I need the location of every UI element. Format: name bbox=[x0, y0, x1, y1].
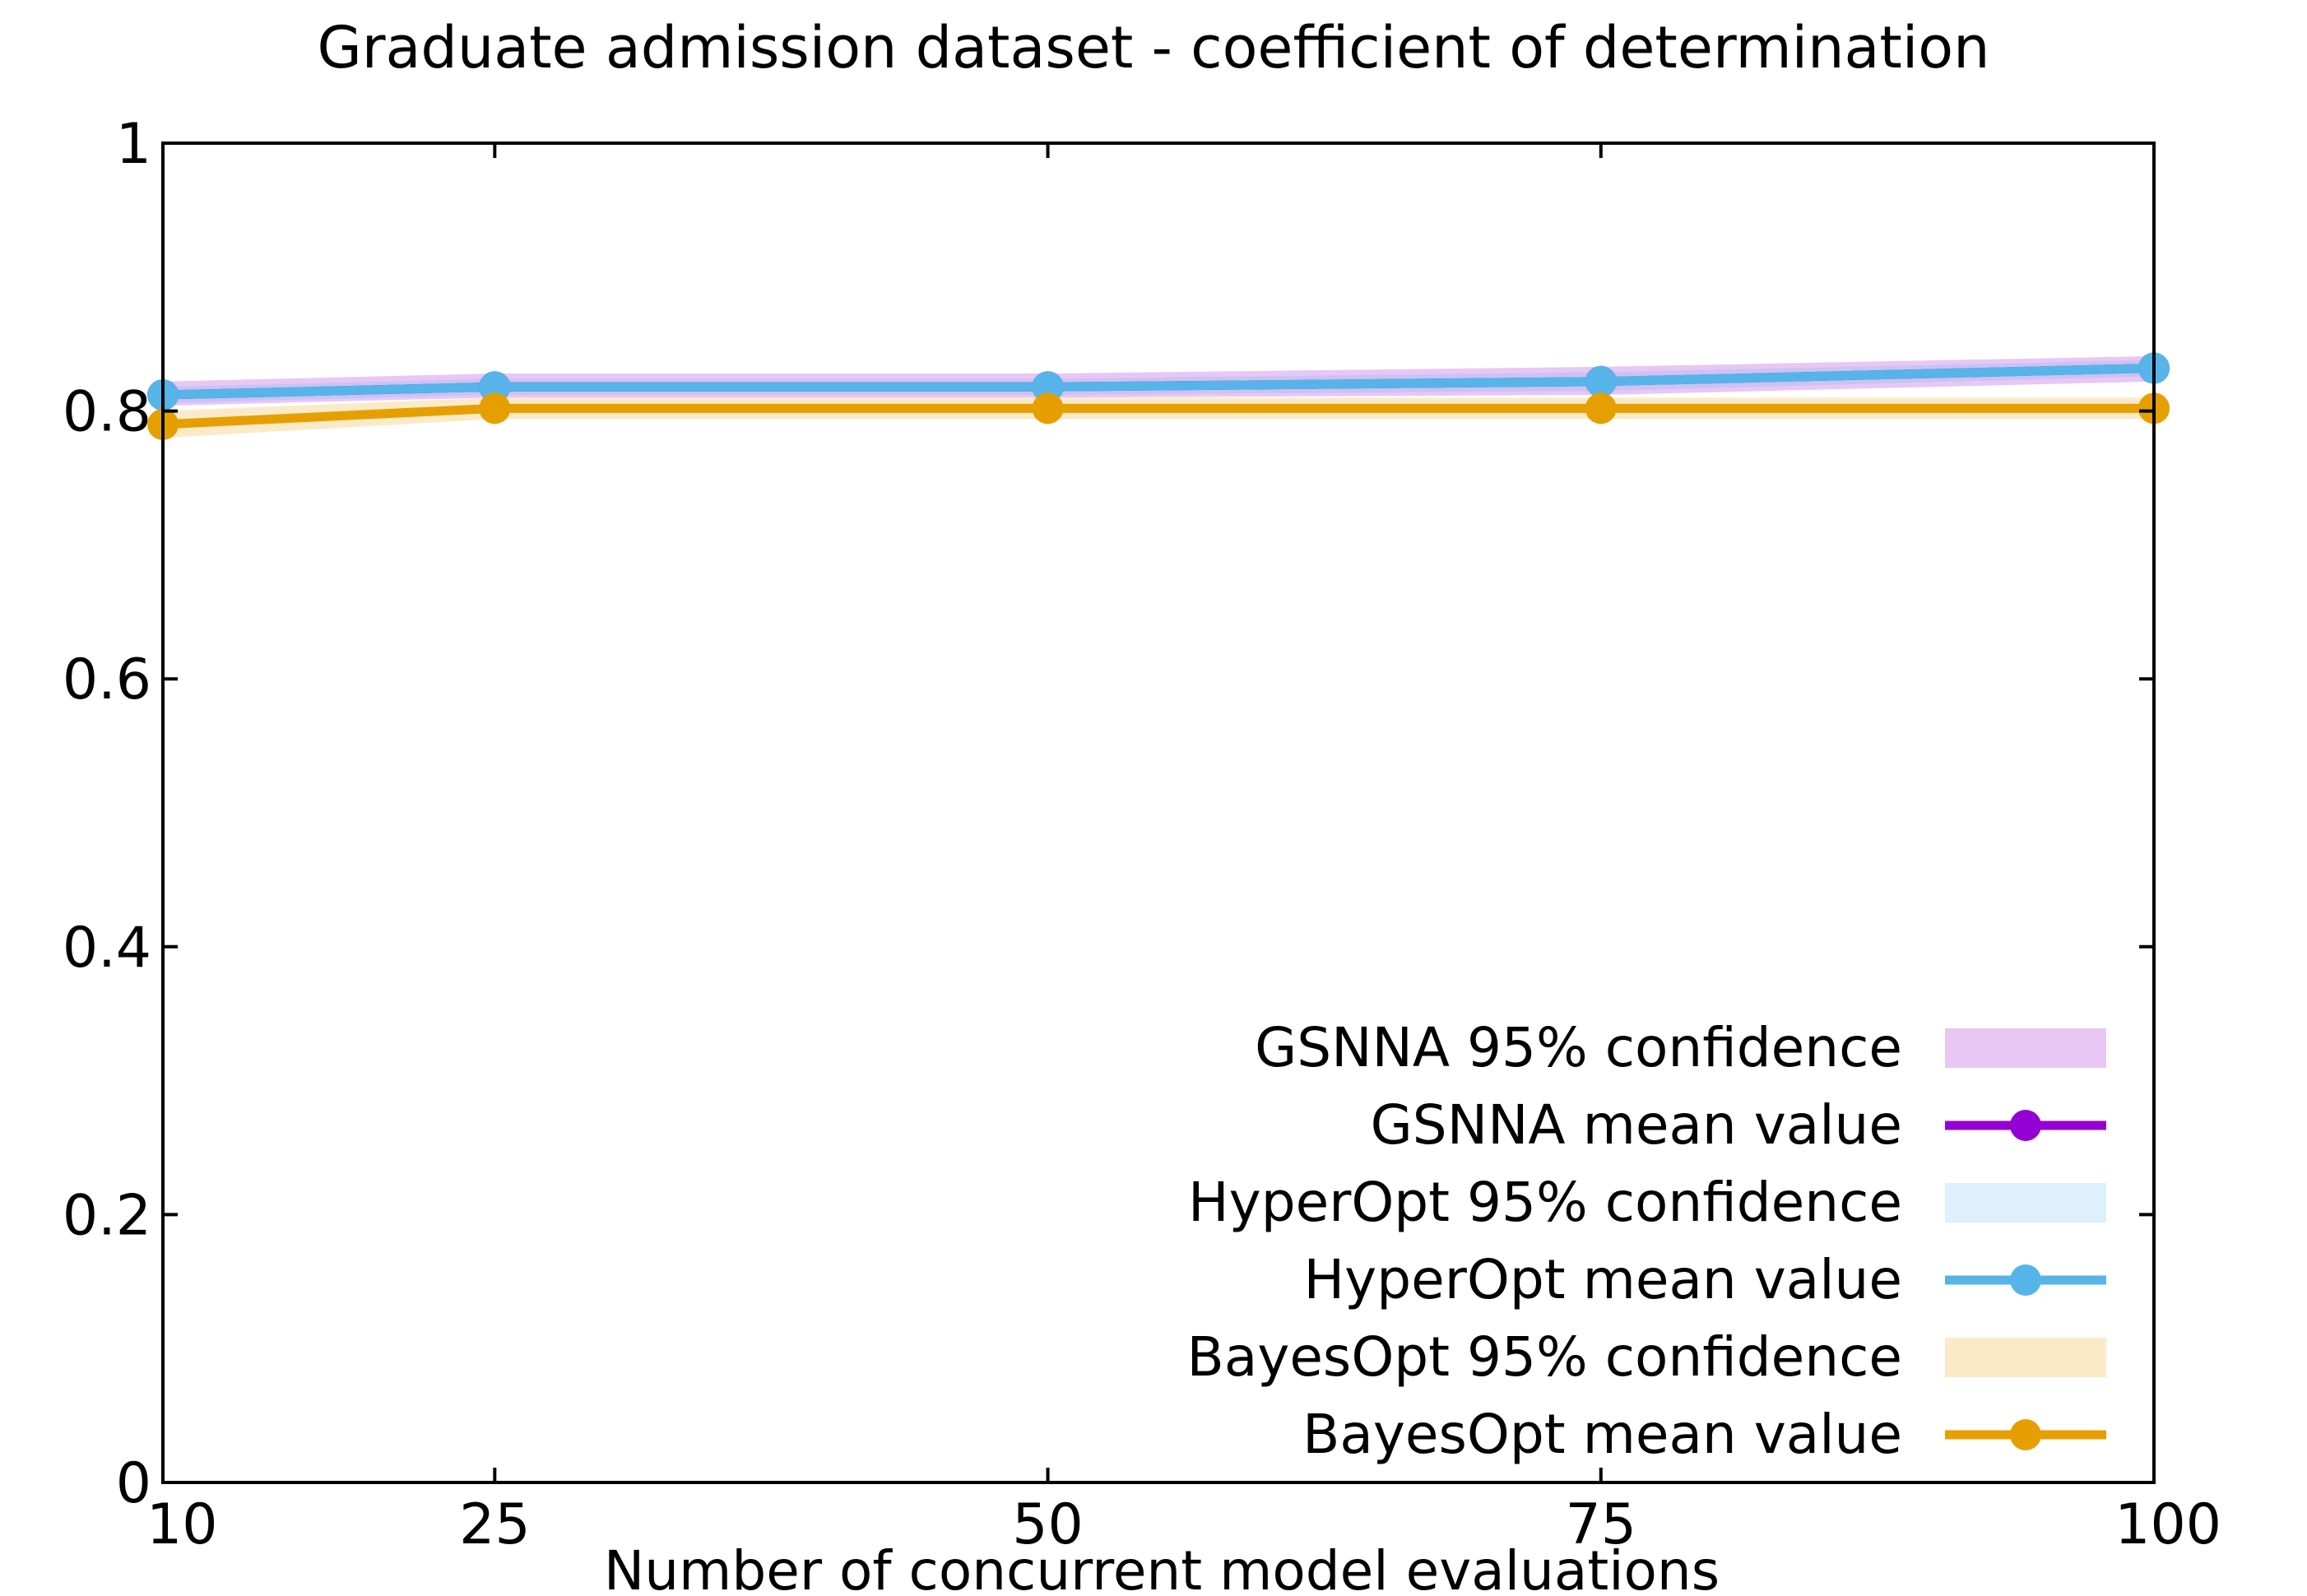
legend-label-gsnna-ci: GSNNA 95% confidence bbox=[1255, 1016, 1902, 1079]
chart-title: Graduate admission dataset - coefficient… bbox=[318, 14, 1990, 81]
y-tick-label-0.6: 0.6 bbox=[63, 647, 151, 712]
y-tick-label-0.4: 0.4 bbox=[63, 916, 151, 981]
legend-label-bayesopt-ci: BayesOpt 95% confidence bbox=[1187, 1325, 1902, 1389]
x-tick-label-25: 25 bbox=[459, 1492, 531, 1557]
hyperopt-point-75 bbox=[1585, 365, 1617, 397]
hyperopt-point-50 bbox=[1032, 371, 1064, 403]
legend-label-gsnna-mean: GSNNA mean value bbox=[1371, 1093, 1902, 1157]
y-tick-label-1: 1 bbox=[116, 112, 151, 177]
plot-frame bbox=[161, 142, 2156, 1484]
legend-label-hyperopt-mean: HyperOpt mean value bbox=[1304, 1248, 1902, 1311]
x-axis-label: Number of concurrent model evaluations bbox=[604, 1539, 1720, 1596]
x-tick-label-10: 10 bbox=[146, 1492, 218, 1557]
legend-marker-bayesopt-mean bbox=[2010, 1419, 2041, 1450]
x-tick-label-50: 50 bbox=[1012, 1492, 1084, 1557]
hyperopt-point-25 bbox=[479, 371, 511, 403]
y-tick-label-0.2: 0.2 bbox=[63, 1183, 151, 1248]
gsnna-ci-band bbox=[163, 355, 2154, 406]
x-tick-labels: 10 25 50 75 100 bbox=[146, 1492, 2221, 1557]
bayesopt-point-75 bbox=[1585, 392, 1617, 425]
axis-ticks bbox=[161, 142, 2156, 1484]
legend-marker-hyperopt-mean bbox=[2010, 1264, 2041, 1296]
y-tick-label-0: 0 bbox=[116, 1451, 151, 1516]
x-tick-label-100: 100 bbox=[2114, 1492, 2221, 1557]
x-tick-label-75: 75 bbox=[1566, 1492, 1637, 1557]
legend-swatch-hyperopt-ci bbox=[1945, 1183, 2106, 1223]
bayesopt-ci-band bbox=[163, 397, 2154, 438]
legend-label-bayesopt-mean: BayesOpt mean value bbox=[1302, 1403, 1902, 1466]
legend-label-hyperopt-ci: HyperOpt 95% confidence bbox=[1188, 1171, 1902, 1234]
legend-swatch-bayesopt-ci bbox=[1945, 1338, 2106, 1377]
legend-swatch-gsnna-ci bbox=[1945, 1028, 2106, 1068]
confidence-bands bbox=[163, 355, 2154, 438]
bayesopt-point-25 bbox=[479, 392, 511, 425]
bayesopt-point-50 bbox=[1032, 392, 1064, 425]
y-tick-labels: 0 0.2 0.4 0.6 0.8 1 bbox=[63, 112, 151, 1516]
legend: GSNNA 95% confidence GSNNA mean value Hype… bbox=[1187, 1016, 2106, 1466]
y-tick-label-0.8: 0.8 bbox=[63, 380, 151, 445]
legend-marker-gsnna-mean bbox=[2010, 1110, 2041, 1141]
